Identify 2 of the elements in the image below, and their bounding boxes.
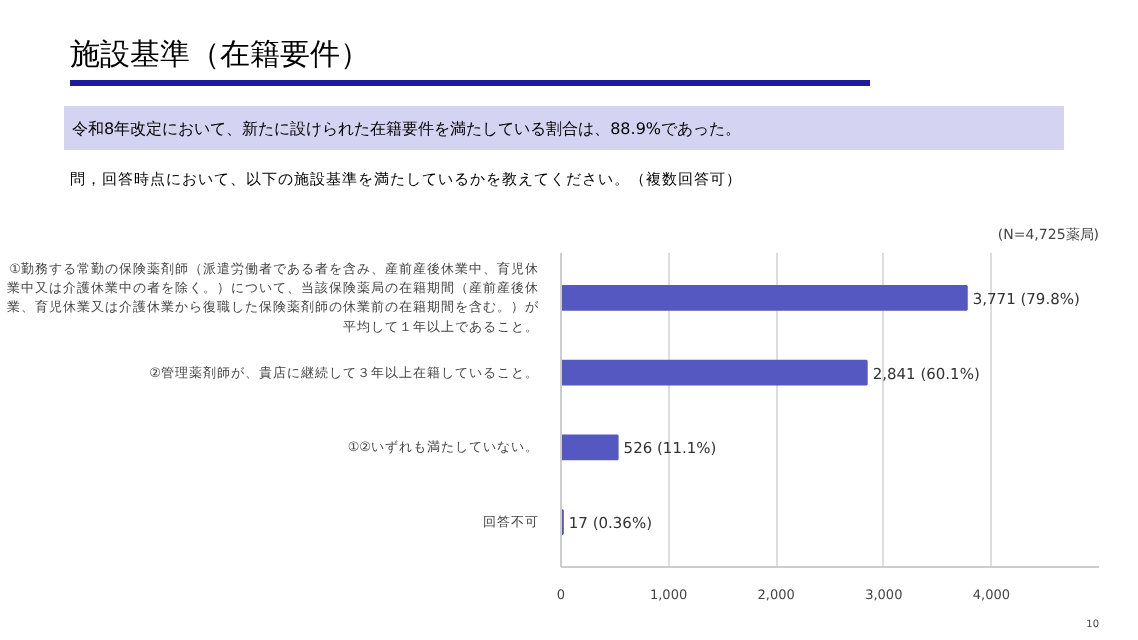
text: 施設基準（在籍要件）: [70, 34, 370, 76]
text: 令和8年改定において、新たに設けられた在籍要件を満たしている割合は、88.9%であった。: [72, 118, 742, 141]
